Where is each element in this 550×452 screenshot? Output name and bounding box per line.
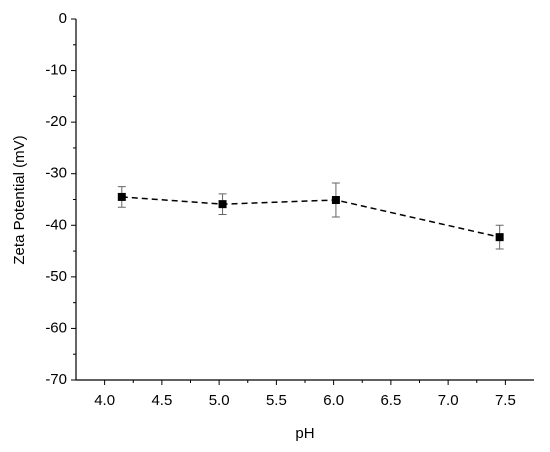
x-tick-label: 6.0 (323, 392, 344, 409)
y-axis-label: Zeta Potential (mV) (11, 135, 28, 264)
x-tick-label: 4.0 (94, 392, 115, 409)
y-tick-label: -70 (45, 371, 67, 388)
y-tick-label: 0 (59, 10, 67, 27)
x-tick-label: 5.5 (266, 392, 287, 409)
y-tick-label: -10 (45, 62, 67, 79)
x-tick-label: 7.5 (495, 392, 516, 409)
marker (331, 196, 340, 205)
y-tick-label: -20 (45, 113, 67, 130)
x-axis-label: pH (295, 425, 314, 442)
x-tick-label: 4.5 (151, 392, 172, 409)
x-tick-label: 6.5 (380, 392, 401, 409)
x-tick-label: 7.0 (438, 392, 459, 409)
y-tick-label: -40 (45, 216, 67, 233)
marker (117, 192, 126, 201)
y-tick-label: -50 (45, 268, 67, 285)
y-tick-label: -60 (45, 319, 67, 336)
y-tick-label: -30 (45, 165, 67, 182)
marker (495, 233, 504, 242)
x-tick-label: 5.0 (209, 392, 230, 409)
data-line (121, 196, 500, 238)
marker (218, 200, 227, 209)
